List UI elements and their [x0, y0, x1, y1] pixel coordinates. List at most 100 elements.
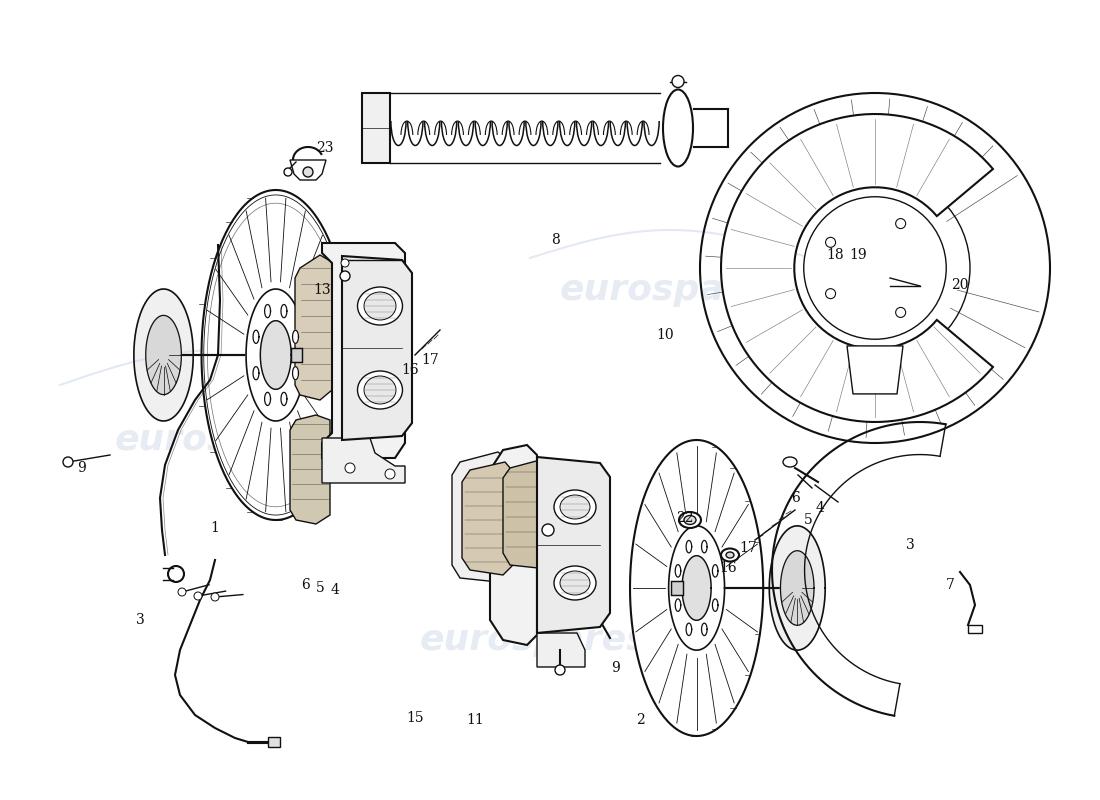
Ellipse shape	[560, 571, 590, 595]
Polygon shape	[290, 160, 326, 180]
Polygon shape	[781, 550, 814, 626]
Polygon shape	[322, 438, 405, 483]
Circle shape	[804, 197, 946, 339]
Text: 5: 5	[804, 513, 813, 527]
Circle shape	[385, 469, 395, 479]
Ellipse shape	[726, 552, 734, 558]
Polygon shape	[280, 305, 287, 318]
Text: 7: 7	[946, 578, 955, 592]
Text: 16: 16	[402, 363, 419, 377]
Polygon shape	[261, 321, 292, 390]
Polygon shape	[686, 541, 692, 553]
Polygon shape	[452, 452, 510, 582]
Polygon shape	[295, 255, 332, 400]
Polygon shape	[702, 623, 707, 635]
Text: 6: 6	[791, 491, 800, 505]
Circle shape	[895, 307, 905, 318]
Text: eurospares: eurospares	[116, 423, 343, 457]
Circle shape	[63, 457, 73, 467]
Text: 5: 5	[316, 581, 324, 595]
Polygon shape	[682, 556, 711, 620]
Text: 9: 9	[610, 661, 619, 675]
Circle shape	[341, 259, 349, 267]
Text: 10: 10	[657, 328, 674, 342]
Ellipse shape	[364, 376, 396, 404]
Polygon shape	[253, 366, 258, 380]
Text: 17: 17	[421, 353, 439, 367]
Polygon shape	[265, 392, 271, 406]
Bar	[362, 93, 390, 163]
Bar	[290, 348, 303, 362]
Circle shape	[211, 593, 219, 601]
Bar	[968, 625, 982, 633]
Polygon shape	[145, 315, 182, 394]
Polygon shape	[246, 289, 306, 421]
Polygon shape	[290, 415, 330, 524]
Text: eurospares: eurospares	[420, 623, 649, 657]
Text: 2: 2	[636, 713, 645, 727]
Polygon shape	[675, 565, 681, 577]
Text: 6: 6	[300, 578, 309, 592]
Text: 3: 3	[135, 613, 144, 627]
Ellipse shape	[554, 566, 596, 600]
Text: 19: 19	[849, 248, 867, 262]
Polygon shape	[322, 243, 405, 458]
Text: eurospares: eurospares	[560, 273, 789, 307]
Text: 20: 20	[952, 278, 969, 292]
Text: 17: 17	[739, 541, 757, 555]
Circle shape	[178, 588, 186, 596]
Text: 23: 23	[317, 141, 333, 155]
Polygon shape	[280, 392, 287, 406]
Polygon shape	[537, 633, 585, 667]
Text: 22: 22	[676, 511, 694, 525]
Text: 3: 3	[905, 538, 914, 552]
Polygon shape	[702, 541, 707, 553]
Circle shape	[194, 592, 202, 600]
Circle shape	[895, 218, 905, 229]
Ellipse shape	[554, 490, 596, 524]
Ellipse shape	[783, 457, 798, 467]
Ellipse shape	[679, 512, 701, 528]
Circle shape	[826, 289, 836, 298]
Circle shape	[826, 238, 836, 247]
Text: 11: 11	[466, 713, 484, 727]
Text: 1: 1	[210, 521, 219, 535]
Polygon shape	[462, 462, 516, 575]
Ellipse shape	[392, 358, 404, 366]
Circle shape	[340, 271, 350, 281]
Circle shape	[345, 463, 355, 473]
Polygon shape	[253, 330, 258, 343]
Polygon shape	[537, 457, 610, 633]
Text: 16: 16	[719, 561, 737, 575]
Ellipse shape	[364, 292, 396, 320]
Polygon shape	[134, 289, 194, 421]
Circle shape	[672, 75, 684, 87]
Circle shape	[284, 168, 292, 176]
Ellipse shape	[684, 515, 696, 525]
Polygon shape	[713, 599, 718, 611]
Ellipse shape	[358, 371, 403, 409]
Text: 4: 4	[815, 501, 824, 515]
Polygon shape	[669, 526, 725, 650]
Ellipse shape	[560, 495, 590, 519]
Circle shape	[168, 566, 184, 582]
Text: 15: 15	[406, 711, 424, 725]
Polygon shape	[769, 526, 825, 650]
Text: 4: 4	[331, 583, 340, 597]
Circle shape	[556, 665, 565, 675]
Polygon shape	[713, 565, 718, 577]
Polygon shape	[201, 190, 350, 520]
Text: 18: 18	[826, 248, 844, 262]
Text: 8: 8	[551, 233, 560, 247]
Text: 9: 9	[78, 461, 87, 475]
Polygon shape	[503, 460, 548, 568]
Polygon shape	[675, 599, 681, 611]
Polygon shape	[490, 445, 537, 645]
Polygon shape	[720, 114, 993, 422]
Bar	[671, 581, 683, 595]
Bar	[268, 737, 280, 747]
Circle shape	[542, 524, 554, 536]
Polygon shape	[630, 440, 763, 736]
Polygon shape	[293, 330, 298, 343]
Text: 13: 13	[314, 283, 331, 297]
